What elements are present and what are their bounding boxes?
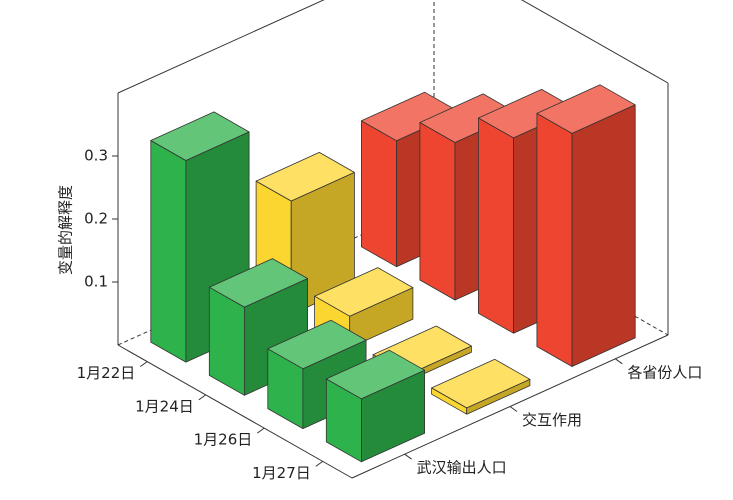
x-tick-label: 1月26日 bbox=[194, 431, 253, 449]
bar bbox=[325, 349, 426, 463]
bar-side bbox=[571, 104, 636, 367]
bar bbox=[536, 84, 636, 367]
y-tick-label: 0.3 bbox=[84, 147, 108, 165]
z-tick-label: 各省份人口 bbox=[627, 363, 702, 381]
bar-front bbox=[536, 113, 573, 367]
x-tick bbox=[139, 361, 148, 368]
x-tick bbox=[256, 427, 265, 434]
bar-front bbox=[150, 140, 187, 363]
bar-top bbox=[267, 319, 367, 370]
x-tick-label: 1月27日 bbox=[252, 464, 311, 482]
y-tick-label: 0.2 bbox=[84, 210, 108, 228]
bar-top bbox=[536, 84, 636, 134]
bar-front bbox=[477, 117, 514, 334]
top-edge bbox=[520, 0, 669, 84]
z-tick-label: 武汉输出人口 bbox=[417, 459, 507, 477]
x-tick-label: 1月22日 bbox=[77, 364, 136, 382]
top-edge bbox=[117, 0, 325, 94]
floor-edge bbox=[117, 344, 353, 479]
x-tick bbox=[315, 460, 324, 467]
z-tick bbox=[509, 406, 518, 412]
bar-top bbox=[255, 151, 355, 202]
bar-front bbox=[360, 120, 397, 268]
y-axis-label: 变量的解释度 bbox=[57, 185, 75, 275]
bar-top bbox=[314, 267, 414, 317]
bar-top bbox=[431, 358, 531, 409]
z-tick bbox=[615, 358, 623, 365]
bar-top bbox=[208, 258, 309, 308]
y-tick-label: 0.1 bbox=[84, 273, 108, 291]
x-tick-label: 1月24日 bbox=[135, 397, 194, 415]
x-tick bbox=[198, 394, 207, 401]
z-tick bbox=[404, 453, 412, 460]
bar-top bbox=[150, 111, 250, 161]
z-tick-label: 交互作用 bbox=[522, 411, 582, 429]
bar-front bbox=[419, 122, 456, 301]
bars bbox=[150, 84, 636, 463]
bar bbox=[431, 358, 531, 415]
bar-top bbox=[325, 349, 426, 400]
